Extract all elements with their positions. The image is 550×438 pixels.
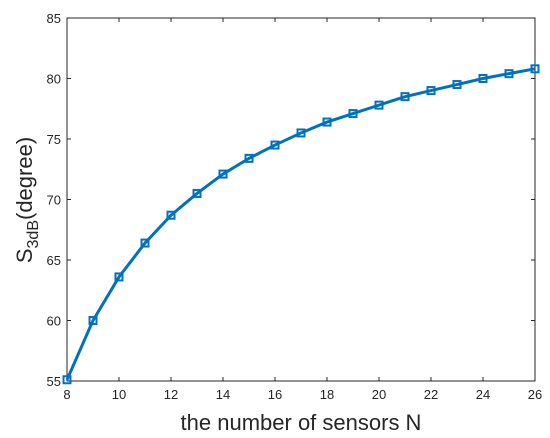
y-axis-label-suffix: (degree) (12, 137, 37, 220)
x-tick-label: 14 (216, 387, 230, 402)
data-point-marker (296, 128, 306, 138)
data-point-marker (478, 74, 488, 83)
series-line (65, 67, 536, 381)
x-tick-label: 16 (268, 387, 282, 402)
y-axis-label-subscript: 3dB (25, 220, 42, 248)
x-tick-label: 12 (164, 387, 178, 402)
series-layer (62, 64, 540, 385)
plot-area (67, 18, 535, 381)
data-point-marker (530, 64, 540, 74)
data-point-marker (322, 117, 332, 127)
data-point-marker (62, 375, 72, 385)
data-point-marker (374, 100, 384, 110)
x-tick-label: 22 (424, 387, 438, 402)
data-point-marker (114, 272, 124, 282)
x-tick-label: 24 (476, 387, 490, 402)
y-axis-label: S3dB(degree) (12, 137, 42, 263)
x-tick-label: 10 (112, 387, 126, 402)
y-tick-label: 85 (47, 11, 61, 26)
data-point-marker (270, 140, 280, 150)
axes-layer (66, 17, 536, 382)
y-axis-label-main: S (12, 248, 37, 263)
data-point-marker (140, 238, 150, 248)
x-tick-label: 26 (528, 387, 542, 402)
data-point-marker (504, 69, 514, 79)
data-point-marker (348, 109, 358, 119)
axes-box (66, 17, 536, 382)
data-point-marker (400, 92, 410, 102)
x-tick-label: 18 (320, 387, 334, 402)
x-tick-label: 20 (372, 387, 386, 402)
x-axis-label: the number of sensors N (181, 410, 422, 435)
ticks-layer: 8 10 12 14 16 18 20 22 24 26 55 60 65 70 75 80 85 (47, 11, 543, 402)
y-tick-label: 75 (47, 132, 61, 147)
y-tick-label: 60 (47, 314, 61, 329)
data-point-marker (88, 316, 98, 325)
y-tick-label: 80 (47, 72, 61, 87)
data-point-marker (192, 188, 202, 198)
data-point-marker (452, 80, 462, 90)
y-tick-label: 55 (47, 374, 61, 389)
data-point-marker (166, 210, 176, 220)
data-point-marker (426, 86, 436, 96)
y-tick-label: 70 (47, 193, 61, 208)
x-tick-label: 8 (63, 387, 70, 402)
data-point-marker (218, 169, 228, 179)
y-tick-label: 65 (47, 253, 61, 268)
data-point-marker (244, 153, 254, 163)
